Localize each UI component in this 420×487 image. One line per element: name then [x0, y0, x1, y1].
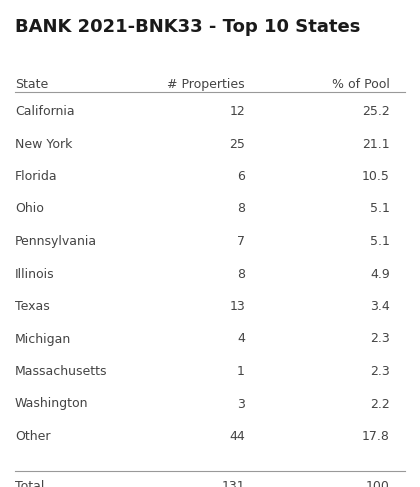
- Text: 2.3: 2.3: [370, 365, 390, 378]
- Text: State: State: [15, 78, 48, 91]
- Text: 2.3: 2.3: [370, 333, 390, 345]
- Text: Ohio: Ohio: [15, 203, 44, 216]
- Text: 7: 7: [237, 235, 245, 248]
- Text: Michigan: Michigan: [15, 333, 71, 345]
- Text: # Properties: # Properties: [168, 78, 245, 91]
- Text: 25: 25: [229, 137, 245, 150]
- Text: 2.2: 2.2: [370, 397, 390, 411]
- Text: BANK 2021-BNK33 - Top 10 States: BANK 2021-BNK33 - Top 10 States: [15, 18, 360, 36]
- Text: 131: 131: [221, 481, 245, 487]
- Text: California: California: [15, 105, 75, 118]
- Text: 25.2: 25.2: [362, 105, 390, 118]
- Text: 5.1: 5.1: [370, 235, 390, 248]
- Text: 8: 8: [237, 203, 245, 216]
- Text: 3: 3: [237, 397, 245, 411]
- Text: 12: 12: [229, 105, 245, 118]
- Text: 4.9: 4.9: [370, 267, 390, 281]
- Text: 5.1: 5.1: [370, 203, 390, 216]
- Text: 10.5: 10.5: [362, 170, 390, 183]
- Text: Texas: Texas: [15, 300, 50, 313]
- Text: 17.8: 17.8: [362, 430, 390, 443]
- Text: 6: 6: [237, 170, 245, 183]
- Text: Massachusetts: Massachusetts: [15, 365, 108, 378]
- Text: Pennsylvania: Pennsylvania: [15, 235, 97, 248]
- Text: 4: 4: [237, 333, 245, 345]
- Text: 1: 1: [237, 365, 245, 378]
- Text: % of Pool: % of Pool: [332, 78, 390, 91]
- Text: Florida: Florida: [15, 170, 58, 183]
- Text: 8: 8: [237, 267, 245, 281]
- Text: Washington: Washington: [15, 397, 89, 411]
- Text: 13: 13: [229, 300, 245, 313]
- Text: Illinois: Illinois: [15, 267, 55, 281]
- Text: Total: Total: [15, 481, 45, 487]
- Text: 100: 100: [366, 481, 390, 487]
- Text: Other: Other: [15, 430, 50, 443]
- Text: 21.1: 21.1: [362, 137, 390, 150]
- Text: New York: New York: [15, 137, 72, 150]
- Text: 3.4: 3.4: [370, 300, 390, 313]
- Text: 44: 44: [229, 430, 245, 443]
